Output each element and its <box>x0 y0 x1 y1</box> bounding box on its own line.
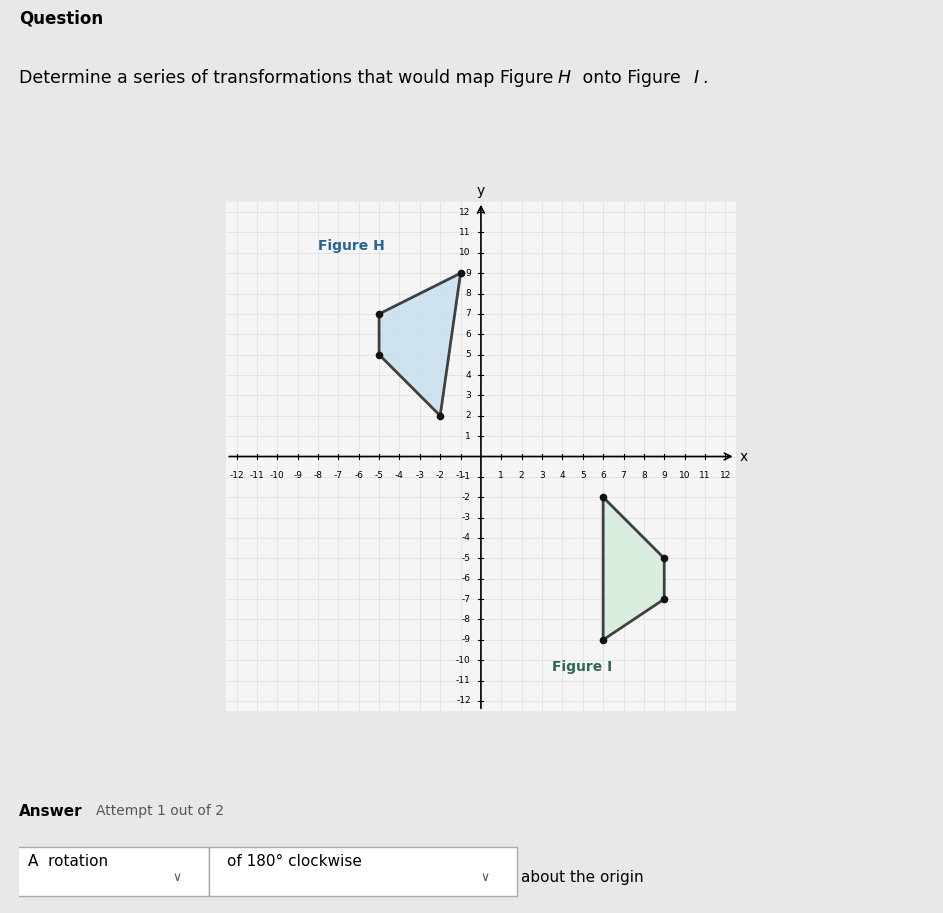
Text: 1: 1 <box>465 432 471 441</box>
Text: 9: 9 <box>465 268 471 278</box>
Text: -11: -11 <box>250 471 264 479</box>
Text: .: . <box>703 69 708 88</box>
Text: -9: -9 <box>293 471 302 479</box>
Text: Figure I: Figure I <box>553 660 612 674</box>
Text: -10: -10 <box>270 471 285 479</box>
Text: -5: -5 <box>462 554 471 562</box>
Text: 2: 2 <box>465 411 471 420</box>
Text: 10: 10 <box>679 471 690 479</box>
Text: 11: 11 <box>459 228 471 237</box>
Text: -3: -3 <box>462 513 471 522</box>
Text: 1: 1 <box>499 471 505 479</box>
Text: A  rotation: A rotation <box>28 854 108 868</box>
Text: I: I <box>693 69 699 88</box>
Text: 6: 6 <box>465 330 471 339</box>
Text: 7: 7 <box>620 471 626 479</box>
Text: -9: -9 <box>462 635 471 645</box>
Text: 4: 4 <box>465 371 471 380</box>
Text: 5: 5 <box>580 471 586 479</box>
Text: -7: -7 <box>462 594 471 603</box>
Text: -6: -6 <box>355 471 363 479</box>
Text: -4: -4 <box>395 471 404 479</box>
Text: -12: -12 <box>456 697 471 706</box>
Text: 12: 12 <box>459 207 471 216</box>
Text: onto Figure: onto Figure <box>577 69 687 88</box>
Text: -1: -1 <box>456 471 465 479</box>
Text: -3: -3 <box>415 471 424 479</box>
Text: 12: 12 <box>720 471 731 479</box>
Text: -2: -2 <box>462 493 471 502</box>
Text: -8: -8 <box>462 615 471 624</box>
Text: 9: 9 <box>661 471 667 479</box>
Text: 8: 8 <box>465 289 471 298</box>
Text: -8: -8 <box>313 471 323 479</box>
Text: 8: 8 <box>641 471 647 479</box>
Polygon shape <box>379 273 460 415</box>
Text: x: x <box>739 449 748 464</box>
Text: Question: Question <box>19 9 103 27</box>
FancyBboxPatch shape <box>209 846 517 897</box>
Text: -5: -5 <box>374 471 384 479</box>
Text: -6: -6 <box>462 574 471 583</box>
Text: Figure H: Figure H <box>318 239 385 253</box>
Text: 7: 7 <box>465 310 471 319</box>
Text: 5: 5 <box>465 351 471 359</box>
Text: -1: -1 <box>462 472 471 481</box>
Text: 2: 2 <box>519 471 524 479</box>
Text: 11: 11 <box>700 471 711 479</box>
Text: 10: 10 <box>459 248 471 257</box>
Text: H: H <box>557 69 571 88</box>
Text: Determine a series of transformations that would map Figure: Determine a series of transformations th… <box>19 69 559 88</box>
Text: of 180° clockwise: of 180° clockwise <box>227 854 362 868</box>
Text: 3: 3 <box>539 471 545 479</box>
Text: ∨: ∨ <box>173 871 182 884</box>
Text: y: y <box>477 184 485 198</box>
Polygon shape <box>604 498 664 640</box>
Text: -10: -10 <box>456 656 471 665</box>
FancyBboxPatch shape <box>9 846 209 897</box>
Text: about the origin: about the origin <box>521 870 644 885</box>
Text: -7: -7 <box>334 471 343 479</box>
Text: 4: 4 <box>559 471 565 479</box>
Text: 6: 6 <box>601 471 606 479</box>
Text: -11: -11 <box>456 676 471 685</box>
Text: -2: -2 <box>436 471 445 479</box>
Text: ∨: ∨ <box>481 871 489 884</box>
Text: -4: -4 <box>462 533 471 542</box>
Text: Answer: Answer <box>19 803 82 819</box>
Text: -12: -12 <box>229 471 244 479</box>
Text: Attempt 1 out of 2: Attempt 1 out of 2 <box>96 803 223 818</box>
Text: 3: 3 <box>465 391 471 400</box>
